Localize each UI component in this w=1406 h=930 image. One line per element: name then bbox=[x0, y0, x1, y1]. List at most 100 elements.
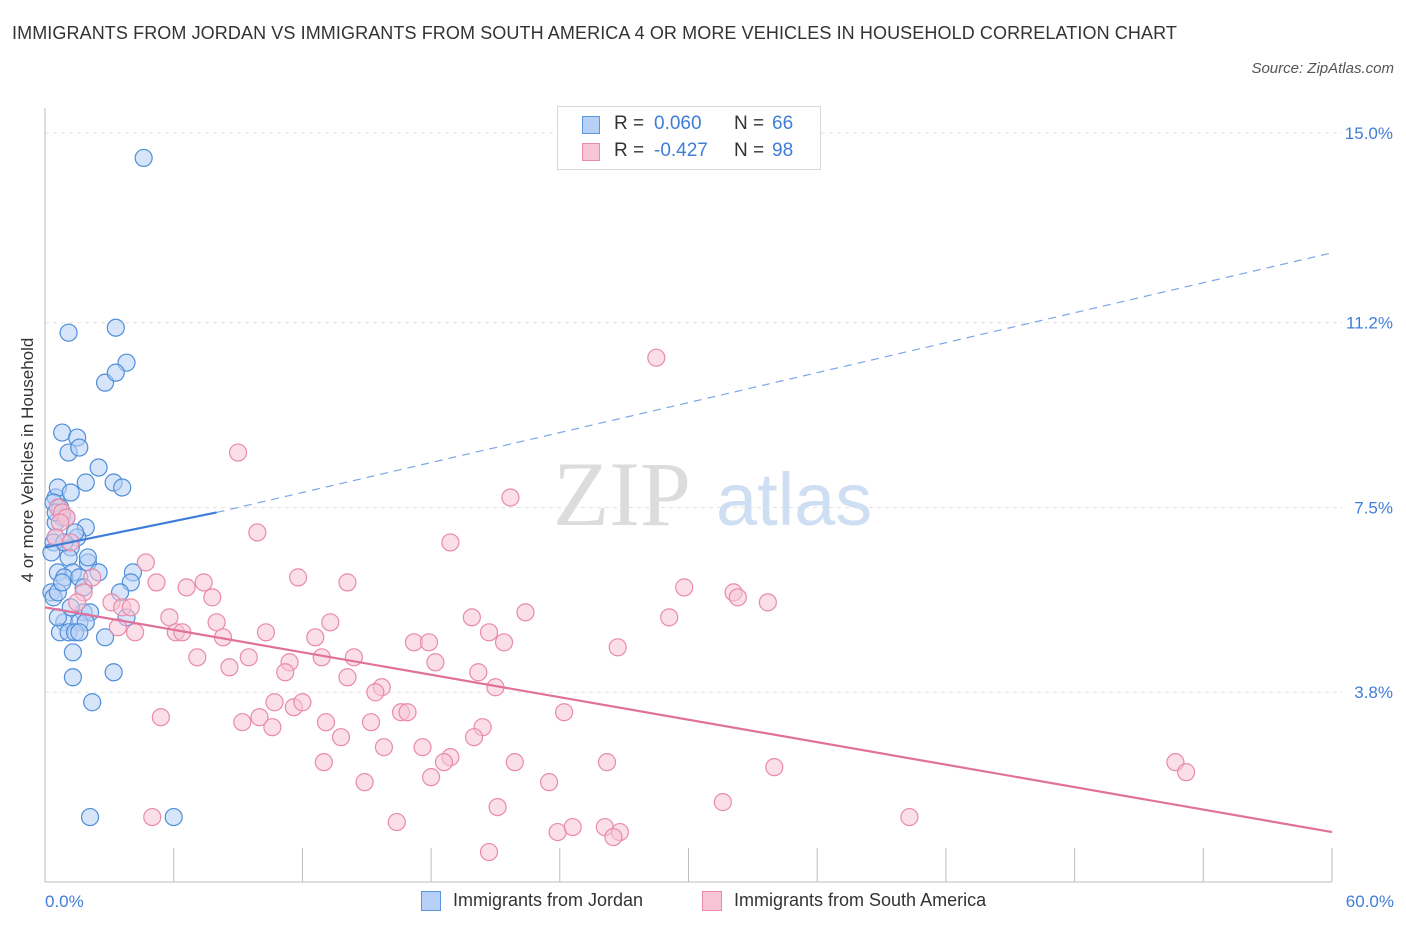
south-america-point-80 bbox=[597, 753, 617, 772]
south-america-point-55 bbox=[469, 663, 488, 682]
trend-line-jordan-extension bbox=[216, 252, 1333, 514]
south-america-point-30 bbox=[321, 613, 340, 632]
south-america-point-74 bbox=[374, 738, 394, 757]
y-axis-label: 4 or more Vehicles in Household bbox=[18, 337, 37, 583]
jordan-point-55 bbox=[80, 807, 100, 827]
south-america-point-75 bbox=[413, 738, 432, 757]
y-tick-labels: 3.8% 7.5% 11.2% 15.0% bbox=[1345, 124, 1393, 702]
x-axis-max-label: 60.0% bbox=[1345, 892, 1394, 911]
south-america-point-20 bbox=[728, 588, 747, 607]
south-america-point-63 bbox=[398, 703, 417, 722]
jordan-point-13 bbox=[113, 478, 132, 497]
jordan-point-52 bbox=[104, 663, 123, 682]
south-america-point-43 bbox=[419, 633, 439, 652]
y-axis-label-wrap: 4 or more Vehicles in Household bbox=[16, 140, 40, 780]
y-tick-label-3: 15.0% bbox=[1345, 124, 1393, 143]
south-america-point-54 bbox=[338, 668, 357, 687]
chart-title: IMMIGRANTS FROM JORDAN VS IMMIGRANTS FRO… bbox=[12, 23, 1177, 43]
south-america-point-85 bbox=[422, 768, 441, 787]
south-america-point-26 bbox=[121, 598, 140, 617]
jordan-point-51 bbox=[63, 643, 82, 662]
jordan-point-11 bbox=[76, 473, 95, 492]
south-america-point-39 bbox=[306, 628, 325, 647]
jordan-point-53 bbox=[63, 668, 82, 687]
source-credit: Source: ZipAtlas.com bbox=[1251, 60, 1394, 77]
south-america-point-81 bbox=[765, 758, 784, 777]
watermark: ZIP atlas bbox=[553, 443, 872, 545]
r-value: 0.060 bbox=[654, 113, 702, 134]
south-america-point-64 bbox=[554, 703, 574, 722]
south-america-point-38 bbox=[256, 623, 276, 642]
south-america-point-17 bbox=[177, 578, 196, 597]
watermark-atlas: atlas bbox=[716, 458, 872, 541]
south-america-point-61 bbox=[293, 693, 312, 712]
jordan-point-49 bbox=[70, 623, 89, 642]
south-america-point-40 bbox=[479, 623, 499, 642]
south-america-point-68 bbox=[316, 713, 336, 732]
trend-line-jordan bbox=[44, 511, 217, 549]
south-america-point-33 bbox=[207, 613, 226, 632]
south-america-point-66 bbox=[233, 713, 252, 732]
trend-lines bbox=[44, 252, 1333, 834]
south-america-point-96 bbox=[604, 827, 623, 847]
south-america-point-59 bbox=[265, 693, 284, 712]
legend-swatch-south-america bbox=[702, 891, 722, 911]
south-america-point-15 bbox=[289, 568, 308, 587]
south-america-point-8 bbox=[441, 533, 460, 552]
n-label: N = bbox=[734, 140, 765, 161]
legend-label-south-america: Immigrants from South America bbox=[734, 890, 987, 910]
south-america-point-46 bbox=[188, 648, 207, 667]
south-america-point-65 bbox=[151, 708, 170, 727]
south-america-point-88 bbox=[488, 797, 507, 817]
grid-lines bbox=[45, 132, 1342, 693]
south-america-point-45 bbox=[608, 638, 627, 657]
legend-label-jordan: Immigrants from Jordan bbox=[453, 890, 644, 910]
south-america-point-90 bbox=[387, 812, 406, 832]
south-america-point-67 bbox=[250, 708, 269, 727]
south-america-point-78 bbox=[314, 753, 333, 772]
jordan-point-6 bbox=[53, 423, 72, 442]
south-america-point-91 bbox=[900, 807, 919, 827]
south-america-point-34 bbox=[108, 618, 128, 637]
south-america-point-93 bbox=[563, 817, 582, 837]
jordan-point-1 bbox=[59, 323, 78, 342]
south-america-point-73 bbox=[464, 728, 484, 747]
south-america-point-21 bbox=[203, 588, 222, 607]
south-america-point-27 bbox=[68, 593, 87, 612]
south-america-point-13 bbox=[147, 573, 166, 592]
south-america-point-71 bbox=[263, 718, 282, 737]
jordan-point-54 bbox=[83, 693, 102, 712]
south-america-point-31 bbox=[462, 608, 481, 627]
south-america-point-83 bbox=[1177, 763, 1196, 782]
south-america-point-7 bbox=[248, 523, 267, 542]
n-value: 98 bbox=[772, 140, 794, 161]
n-label: N = bbox=[734, 113, 765, 134]
jordan-point-2 bbox=[106, 318, 125, 337]
jordan-point-9 bbox=[70, 438, 89, 457]
south-america-point-89 bbox=[143, 807, 162, 827]
south-america-point-86 bbox=[539, 773, 559, 792]
jordan-point-0 bbox=[134, 148, 153, 168]
south-america-point-52 bbox=[220, 658, 239, 677]
jordan-point-5 bbox=[106, 363, 125, 382]
jordan-point-27 bbox=[59, 548, 78, 567]
r-value: -0.427 bbox=[654, 140, 708, 161]
y-tick-label-1: 7.5% bbox=[1354, 498, 1393, 517]
south-america-point-53 bbox=[276, 663, 295, 682]
y-tick-label-0: 3.8% bbox=[1354, 683, 1393, 702]
south-america-point-51 bbox=[426, 653, 445, 672]
south-america-point-97 bbox=[479, 842, 499, 862]
jordan-point-50 bbox=[95, 628, 115, 647]
r-label: R = bbox=[614, 140, 645, 161]
south-america-point-69 bbox=[361, 713, 381, 732]
south-america-point-87 bbox=[713, 793, 732, 812]
south-america-point-77 bbox=[505, 753, 524, 772]
south-america-point-58 bbox=[366, 683, 385, 702]
jordan-point-16 bbox=[61, 483, 80, 502]
south-america-point-32 bbox=[660, 608, 679, 627]
south-america-point-1 bbox=[228, 443, 248, 462]
south-america-point-6 bbox=[50, 513, 70, 532]
south-america-point-29 bbox=[160, 608, 179, 627]
trend-line-south-america bbox=[44, 606, 1333, 834]
